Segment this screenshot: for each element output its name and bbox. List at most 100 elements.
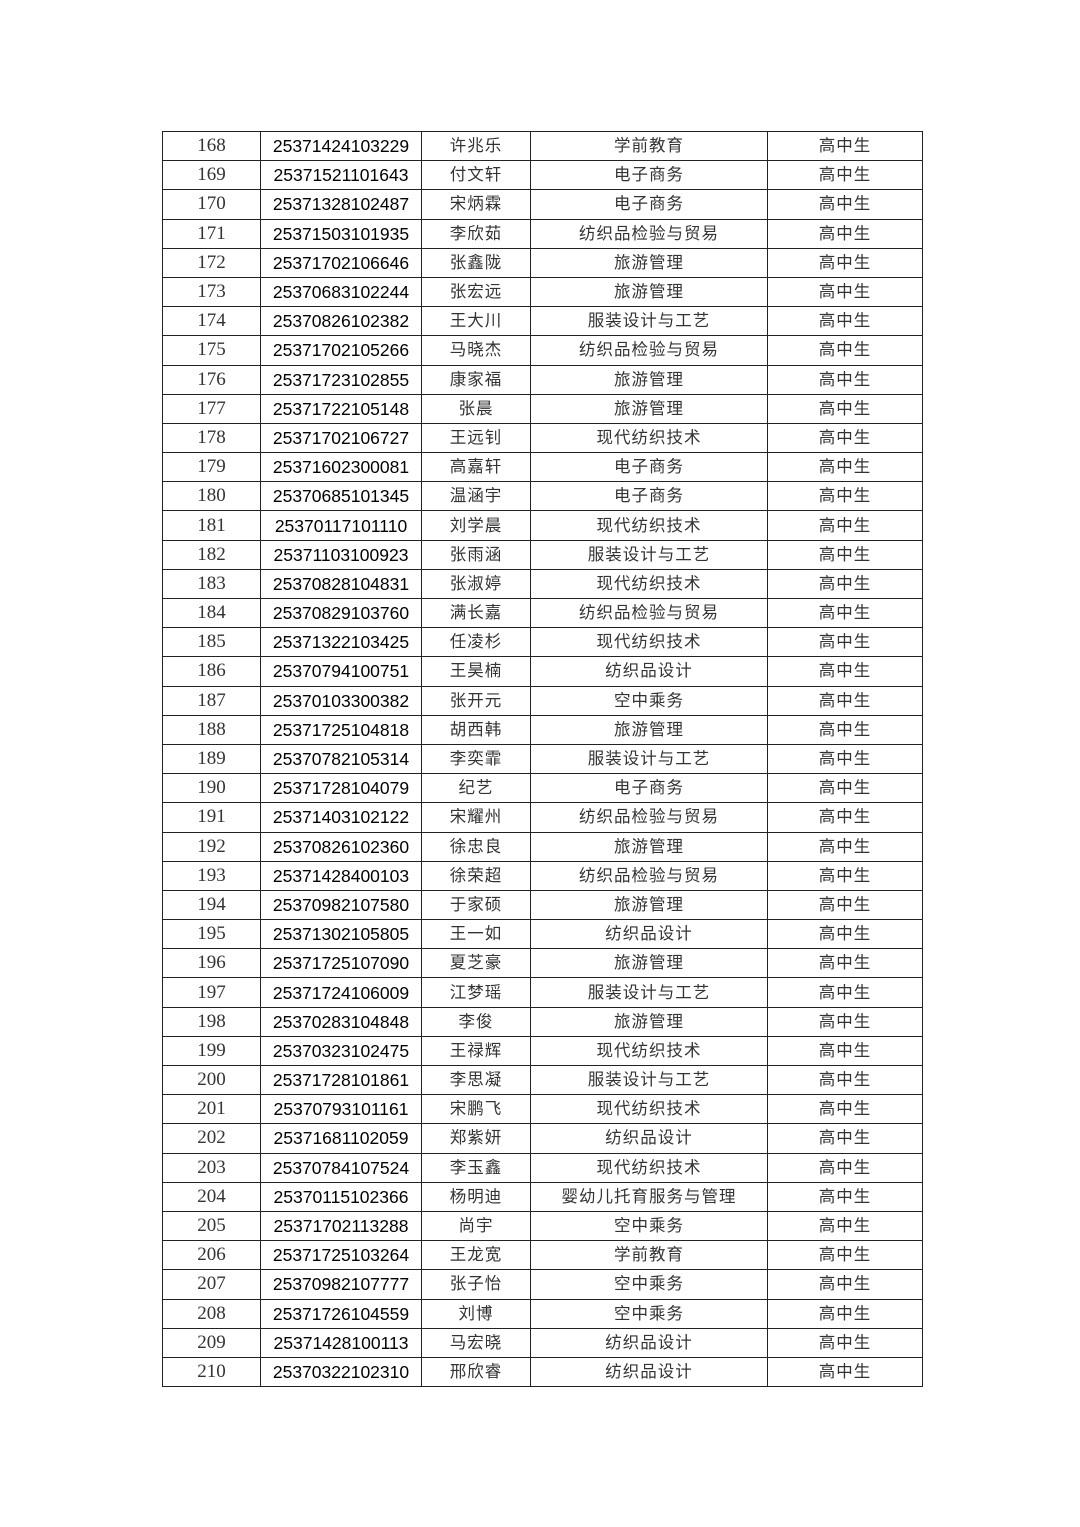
- student-roster-table: 168 25371424103229 许兆乐 学前教育 高中生 169 2537152110…: [162, 130, 923, 1388]
- table-row: 203 25370784107524 李玉鑫 现代纺织技术 高中生: [162, 1152, 923, 1183]
- major-cell: 纺织品设计: [530, 919, 768, 950]
- row-number-cell: 190: [162, 773, 261, 804]
- row-number-cell: 207: [162, 1269, 261, 1300]
- student-name-cell: 付文轩: [421, 160, 531, 191]
- table-row: 176 25371723102855 康家福 旅游管理 高中生: [162, 364, 923, 395]
- student-type-cell: 高中生: [767, 1327, 923, 1358]
- row-number-cell: 187: [162, 685, 261, 716]
- student-name-cell: 胡西韩: [421, 714, 531, 745]
- table-row: 181 25370117101110 刘学晨 现代纺织技术 高中生: [162, 510, 923, 541]
- major-cell: 纺织品设计: [530, 656, 768, 687]
- exam-id-cell: 25370826102382: [260, 306, 422, 337]
- student-name-cell: 刘学晨: [421, 510, 531, 541]
- roster-body: 168 25371424103229 许兆乐 学前教育 高中生 169 2537152110…: [162, 130, 923, 1388]
- row-number-cell: 195: [162, 919, 261, 950]
- exam-id-cell: 25370115102366: [260, 1181, 422, 1212]
- student-type-cell: 高中生: [767, 977, 923, 1008]
- student-type-cell: 高中生: [767, 1240, 923, 1271]
- major-cell: 电子商务: [530, 481, 768, 512]
- major-cell: 旅游管理: [530, 393, 768, 424]
- row-number-cell: 208: [162, 1298, 261, 1329]
- row-number-cell: 203: [162, 1152, 261, 1183]
- exam-id-cell: 25370793101161: [260, 1094, 422, 1125]
- student-name-cell: 李欣茹: [421, 218, 531, 249]
- student-type-cell: 高中生: [767, 685, 923, 716]
- student-type-cell: 高中生: [767, 627, 923, 658]
- major-cell: 现代纺织技术: [530, 568, 768, 600]
- exam-id-cell: 25371702105266: [260, 335, 422, 366]
- table-row: 177 25371722105148 张晨 旅游管理 高中生: [162, 393, 923, 424]
- major-cell: 旅游管理: [530, 247, 768, 278]
- student-type-cell: 高中生: [767, 919, 923, 950]
- student-name-cell: 康家福: [421, 364, 531, 395]
- student-name-cell: 李思凝: [421, 1064, 531, 1096]
- exam-id-cell: 25370826102360: [260, 831, 422, 862]
- student-name-cell: 江梦瑶: [421, 977, 531, 1008]
- student-name-cell: 郑紫妍: [421, 1123, 531, 1154]
- major-cell: 纺织品检验与贸易: [530, 218, 768, 249]
- table-row: 197 25371724106009 江梦瑶 服装设计与工艺 高中生: [162, 977, 923, 1008]
- table-row: 193 25371428400103 徐荣超 纺织品检验与贸易 高中生: [162, 860, 923, 891]
- table-row: 189 25370782105314 李奕霏 服装设计与工艺 高中生: [162, 743, 923, 775]
- table-row: 192 25370826102360 徐忠良 旅游管理 高中生: [162, 831, 923, 862]
- row-number-cell: 180: [162, 481, 261, 512]
- major-cell: 现代纺织技术: [530, 1152, 768, 1183]
- student-type-cell: 高中生: [767, 393, 923, 424]
- table-row: 209 25371428100113 马宏晓 纺织品设计 高中生: [162, 1327, 923, 1358]
- table-row: 194 25370982107580 于家硕 旅游管理 高中生: [162, 889, 923, 921]
- student-type-cell: 高中生: [767, 1298, 923, 1329]
- exam-id-cell: 25370322102310: [260, 1356, 422, 1388]
- row-number-cell: 191: [162, 802, 261, 833]
- exam-id-cell: 25371302105805: [260, 919, 422, 950]
- table-row: 202 25371681102059 郑紫妍 纺织品设计 高中生: [162, 1123, 923, 1154]
- student-name-cell: 高嘉轩: [421, 452, 531, 483]
- student-name-cell: 宋鹏飞: [421, 1094, 531, 1125]
- student-name-cell: 温涵宇: [421, 481, 531, 512]
- student-name-cell: 张淑婷: [421, 568, 531, 600]
- student-type-cell: 高中生: [767, 889, 923, 921]
- student-name-cell: 王大川: [421, 306, 531, 337]
- exam-id-cell: 25371723102855: [260, 364, 422, 395]
- student-name-cell: 王禄辉: [421, 1035, 531, 1067]
- student-name-cell: 张开元: [421, 685, 531, 716]
- row-number-cell: 194: [162, 889, 261, 921]
- major-cell: 旅游管理: [530, 714, 768, 745]
- exam-id-cell: 25371328102487: [260, 189, 422, 220]
- student-type-cell: 高中生: [767, 597, 923, 629]
- major-cell: 服装设计与工艺: [530, 1064, 768, 1096]
- student-type-cell: 高中生: [767, 1064, 923, 1096]
- exam-id-cell: 25371728101861: [260, 1064, 422, 1096]
- major-cell: 纺织品检验与贸易: [530, 860, 768, 891]
- student-name-cell: 徐荣超: [421, 860, 531, 891]
- student-name-cell: 徐忠良: [421, 831, 531, 862]
- table-row: 199 25370323102475 王禄辉 现代纺织技术 高中生: [162, 1035, 923, 1067]
- student-name-cell: 张鑫陇: [421, 247, 531, 278]
- table-row: 175 25371702105266 马晓杰 纺织品检验与贸易 高中生: [162, 335, 923, 366]
- table-row: 174 25370826102382 王大川 服装设计与工艺 高中生: [162, 306, 923, 337]
- student-name-cell: 纪艺: [421, 773, 531, 804]
- table-row: 188 25371725104818 胡西韩 旅游管理 高中生: [162, 714, 923, 745]
- table-row: 191 25371403102122 宋耀州 纺织品检验与贸易 高中生: [162, 802, 923, 833]
- student-name-cell: 张宏远: [421, 276, 531, 308]
- student-type-cell: 高中生: [767, 510, 923, 541]
- major-cell: 服装设计与工艺: [530, 306, 768, 337]
- exam-id-cell: 25371403102122: [260, 802, 422, 833]
- student-type-cell: 高中生: [767, 1006, 923, 1037]
- student-type-cell: 高中生: [767, 247, 923, 278]
- major-cell: 纺织品设计: [530, 1356, 768, 1388]
- row-number-cell: 201: [162, 1094, 261, 1125]
- student-name-cell: 李玉鑫: [421, 1152, 531, 1183]
- row-number-cell: 205: [162, 1210, 261, 1242]
- row-number-cell: 206: [162, 1240, 261, 1271]
- row-number-cell: 193: [162, 860, 261, 891]
- exam-id-cell: 25371103100923: [260, 539, 422, 570]
- student-name-cell: 许兆乐: [421, 130, 531, 162]
- row-number-cell: 174: [162, 306, 261, 337]
- major-cell: 旅游管理: [530, 831, 768, 862]
- major-cell: 服装设计与工艺: [530, 743, 768, 775]
- row-number-cell: 172: [162, 247, 261, 278]
- table-row: 170 25371328102487 宋炳霖 电子商务 高中生: [162, 189, 923, 220]
- student-name-cell: 张晨: [421, 393, 531, 424]
- student-name-cell: 邢欣睿: [421, 1356, 531, 1388]
- table-row: 200 25371728101861 李思凝 服装设计与工艺 高中生: [162, 1064, 923, 1096]
